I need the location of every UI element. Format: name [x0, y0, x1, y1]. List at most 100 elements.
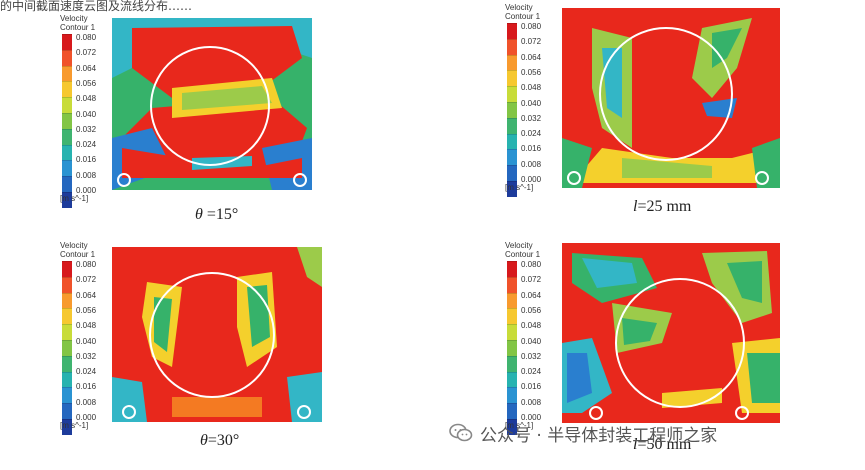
legend-tick-label: 0.000 [76, 413, 97, 422]
legend-title-line2: Contour 1 [505, 12, 541, 21]
legend-color-swatch [507, 54, 517, 71]
panel-l50: Velocity Contour 1 0.080 0.072 0.064 0.056 0… [505, 235, 795, 465]
legend-tick-label: 0.040 [76, 109, 97, 119]
legend-color-swatch [62, 176, 72, 192]
legend-color-swatch [507, 86, 517, 102]
legend-tick-label: 0.056 [521, 305, 542, 315]
legend-colorbar [62, 261, 72, 435]
legend-color-swatch [62, 261, 72, 277]
legend-tick-label: 0.072 [521, 275, 542, 285]
legend-color-swatch [507, 133, 517, 150]
legend-tick-label: 0.008 [76, 170, 97, 180]
velocity-contour-plot [562, 243, 780, 423]
legend-title-line2: Contour 1 [505, 250, 541, 259]
legend-tick-label: 0.024 [521, 129, 542, 139]
legend-tick-label: 0.016 [76, 155, 97, 165]
legend-tick-label: 0.056 [76, 305, 97, 315]
caption-value: =15° [202, 206, 239, 223]
caption-variable: θ [195, 206, 203, 223]
legend-color-swatch [62, 160, 72, 177]
legend-tick-label: 0.064 [521, 52, 542, 62]
legend-tick-label: 0.080 [76, 260, 97, 269]
legend-tick-label: 0.032 [521, 351, 542, 361]
legend-color-swatch [507, 355, 517, 372]
legend-tick-label: 0.008 [521, 397, 542, 407]
legend-color-swatch [507, 276, 517, 293]
legend-color-swatch [507, 23, 517, 39]
wechat-icon [449, 423, 473, 442]
legend-title-line2: Contour 1 [60, 23, 96, 32]
legend-tick-label: 0.032 [76, 351, 97, 361]
legend-tick-label: 0.024 [521, 367, 542, 377]
legend-colorbar [62, 34, 72, 208]
legend-color-swatch [507, 418, 517, 435]
watermark: 公众号 · 半导体封装工程师之家 [448, 418, 717, 448]
legend-color-swatch [62, 339, 72, 356]
caption-value: =25 mm [637, 198, 692, 215]
legend-tick-label: 0.064 [76, 290, 97, 300]
legend-color-swatch [507, 339, 517, 356]
panel-caption: θ =15° [195, 206, 238, 224]
legend-color-swatch [62, 292, 72, 309]
legend-tick-label: 0.048 [76, 94, 97, 104]
velocity-legend: Velocity Contour 1 0.080 0.072 0.064 0.056 0… [60, 14, 106, 208]
legend-tick-label: 0.056 [76, 78, 97, 88]
legend-color-swatch [62, 81, 72, 98]
legend-color-swatch [507, 371, 517, 388]
legend-tick-label: 0.064 [76, 63, 97, 73]
legend-color-swatch [507, 180, 517, 197]
panel-theta15: Velocity Contour 1 0.080 0.072 0.064 0.056 0… [60, 8, 320, 233]
legend-tick-label: 0.048 [521, 321, 542, 331]
legend-color-swatch [507, 292, 517, 309]
legend-title-line2: Contour 1 [60, 250, 96, 259]
velocity-legend: Velocity Contour 1 0.080 0.072 0.064 0.056 0… [505, 3, 551, 197]
panel-caption: l=25 mm [633, 198, 691, 216]
caption-variable: l [633, 436, 638, 453]
legend-tick-label: 0.016 [521, 382, 542, 392]
velocity-legend: Velocity Contour 1 0.080 0.072 0.064 0.056 0… [505, 241, 551, 435]
legend-color-swatch [507, 324, 517, 340]
legend-color-swatch [62, 418, 72, 435]
legend-tick-label: 0.024 [76, 140, 97, 150]
legend-color-swatch [62, 97, 72, 113]
caption-value: =50 mm [637, 436, 692, 453]
legend-tick-label: 0.056 [521, 67, 542, 77]
velocity-contour-plot [562, 8, 780, 188]
legend-color-swatch [507, 38, 517, 55]
legend-color-swatch [507, 308, 517, 325]
legend-color-swatch [62, 49, 72, 66]
legend-title-line1: Velocity [505, 3, 533, 12]
legend-tick-label: 0.032 [521, 113, 542, 123]
legend-color-swatch [507, 165, 517, 181]
legend-tick-label: 0.048 [76, 321, 97, 331]
page-header-fragment: 的中间截面速度云图及流线分布…… [0, 0, 193, 12]
legend-color-swatch [62, 308, 72, 325]
legend-colorbar [507, 261, 517, 435]
legend-color-swatch [62, 324, 72, 340]
legend-color-swatch [62, 355, 72, 372]
caption-variable: l [633, 198, 638, 215]
legend-color-swatch [507, 403, 517, 419]
legend-color-swatch [62, 65, 72, 82]
legend-color-swatch [62, 403, 72, 419]
legend-tick-label: 0.080 [76, 33, 97, 42]
panel-l25: Velocity Contour 1 0.080 0.072 0.064 0.056 0… [505, 0, 795, 225]
legend-unit: [m s^-1] [60, 194, 89, 203]
legend-tick-label: 0.072 [76, 275, 97, 285]
legend-color-swatch [507, 70, 517, 87]
legend-unit: [m s^-1] [505, 421, 534, 430]
legend-tick-label: 0.024 [76, 367, 97, 377]
legend-tick-label: 0.080 [521, 260, 542, 269]
legend-color-swatch [507, 387, 517, 404]
legend-title-line1: Velocity [505, 241, 533, 250]
legend-color-swatch [507, 149, 517, 166]
legend-color-swatch [62, 112, 72, 129]
legend-title-line1: Velocity [60, 241, 88, 250]
legend-color-swatch [62, 371, 72, 388]
legend-tick-label: 0.008 [521, 159, 542, 169]
legend-color-swatch [62, 34, 72, 50]
legend-tick-label: 0.072 [521, 37, 542, 47]
panel-caption: θ=30° [200, 432, 239, 450]
legend-tick-label: 0.000 [521, 175, 542, 184]
caption-value: =30° [207, 432, 240, 449]
